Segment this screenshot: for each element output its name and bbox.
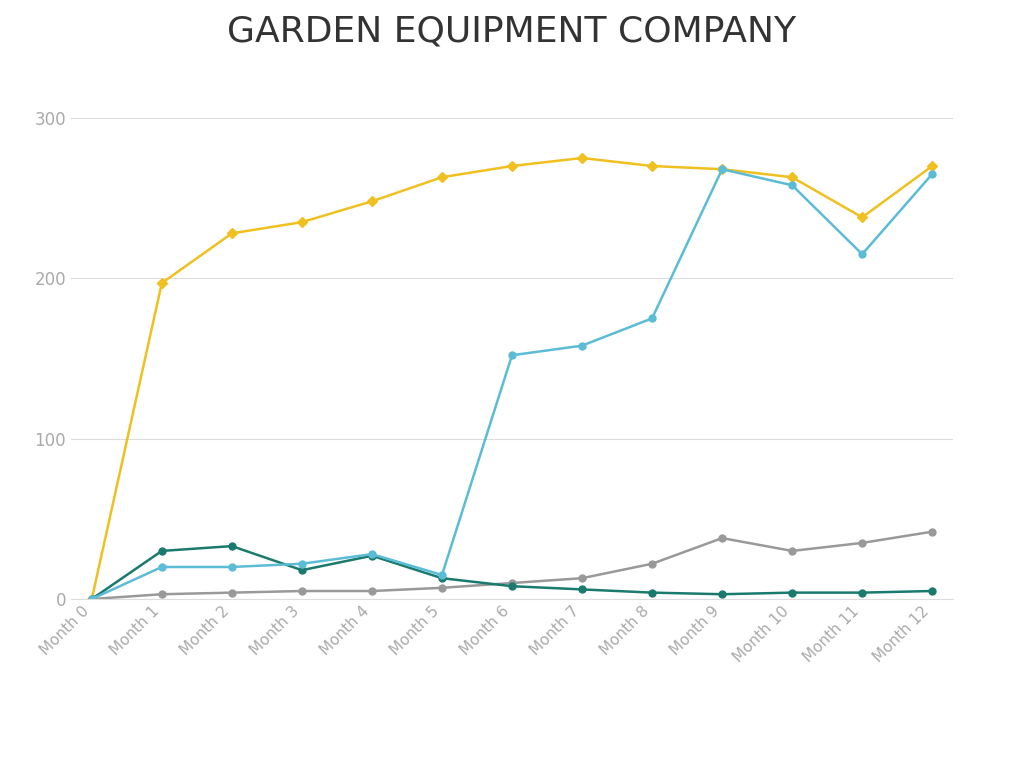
Purchase Value(per thousand) xyxy=(156,562,168,571)
Purchase xyxy=(575,574,588,583)
Purchase Value(per thousand) xyxy=(926,170,938,179)
Line: Cost per Purchase: Cost per Purchase xyxy=(88,543,936,603)
Traffic xyxy=(786,173,799,182)
Purchase Value(per thousand) xyxy=(716,164,728,174)
Purchase xyxy=(856,538,868,548)
Cost per Purchase xyxy=(646,588,658,598)
Line: Traffic: Traffic xyxy=(88,154,936,603)
Traffic xyxy=(156,279,168,288)
Cost per Purchase xyxy=(506,581,518,591)
Traffic xyxy=(646,161,658,170)
Purchase Value(per thousand) xyxy=(366,550,378,559)
Traffic xyxy=(506,161,518,170)
Cost per Purchase xyxy=(926,587,938,596)
Purchase xyxy=(716,534,728,543)
Traffic xyxy=(926,161,938,170)
Purchase Value(per thousand) xyxy=(436,571,449,580)
Traffic xyxy=(575,154,588,163)
Purchase xyxy=(366,587,378,596)
Cost per Purchase xyxy=(156,546,168,555)
Purchase xyxy=(646,559,658,568)
Purchase Value(per thousand) xyxy=(225,562,238,571)
Traffic xyxy=(296,217,308,227)
Cost per Purchase xyxy=(716,590,728,599)
Purchase xyxy=(436,583,449,592)
Cost per Purchase xyxy=(296,565,308,574)
Purchase Value(per thousand) xyxy=(506,351,518,360)
Purchase Value(per thousand) xyxy=(296,559,308,568)
Purchase Value(per thousand) xyxy=(86,594,98,604)
Cost per Purchase xyxy=(86,594,98,604)
Cost per Purchase xyxy=(366,551,378,561)
Line: Purchase: Purchase xyxy=(88,528,936,603)
Purchase xyxy=(926,527,938,536)
Cost per Purchase xyxy=(856,588,868,598)
Traffic xyxy=(436,173,449,182)
Cost per Purchase xyxy=(575,584,588,594)
Traffic xyxy=(716,164,728,174)
Purchase xyxy=(296,587,308,596)
Purchase Value(per thousand) xyxy=(646,314,658,323)
Title: GARDEN EQUIPMENT COMPANY: GARDEN EQUIPMENT COMPANY xyxy=(227,15,797,49)
Purchase Value(per thousand) xyxy=(856,250,868,259)
Cost per Purchase xyxy=(436,574,449,583)
Purchase xyxy=(786,546,799,555)
Traffic xyxy=(366,197,378,206)
Traffic xyxy=(225,229,238,238)
Traffic xyxy=(86,594,98,604)
Traffic xyxy=(856,213,868,222)
Purchase Value(per thousand) xyxy=(786,180,799,190)
Cost per Purchase xyxy=(225,541,238,551)
Purchase xyxy=(156,590,168,599)
Purchase xyxy=(86,594,98,604)
Cost per Purchase xyxy=(786,588,799,598)
Legend: Purchase, Traffic, Cost per Purchase, Purchase Value(per thousand): Purchase, Traffic, Cost per Purchase, Pu… xyxy=(59,766,965,768)
Purchase xyxy=(506,578,518,588)
Purchase Value(per thousand) xyxy=(575,341,588,350)
Purchase xyxy=(225,588,238,598)
Line: Purchase Value(per thousand): Purchase Value(per thousand) xyxy=(88,166,936,603)
